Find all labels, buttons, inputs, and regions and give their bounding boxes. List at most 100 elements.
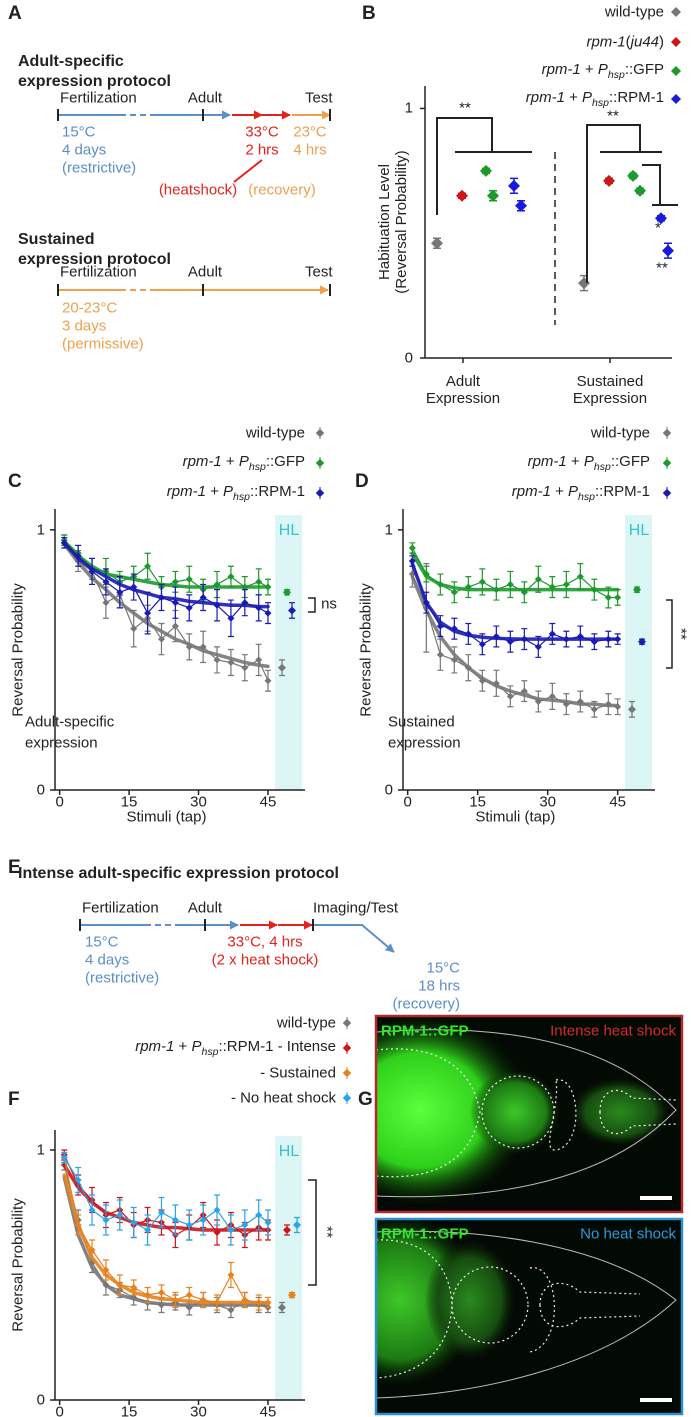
legend-marker [342, 1092, 352, 1104]
panel-letter: D [355, 471, 369, 493]
fit-curve [410, 561, 620, 641]
data-point [478, 578, 486, 586]
y-tick-label: 0 [384, 781, 393, 799]
data-point [534, 575, 542, 583]
y-axis-label: Reversal Probability [9, 582, 27, 717]
data-point [185, 575, 193, 583]
y-tick-label: 1 [36, 521, 45, 539]
fit-curve [410, 551, 620, 592]
legend-label: rpm-1 + Phsp::GFP [182, 452, 305, 473]
data-point [227, 573, 235, 581]
data-point [264, 609, 272, 617]
x-axis-label: Stimuli (tap) [475, 808, 556, 826]
data-point [130, 1284, 138, 1291]
fit-curve [62, 541, 270, 589]
legend-label: wild-type [604, 3, 664, 21]
hl-band [275, 1136, 302, 1400]
fit-curve [62, 1175, 270, 1307]
data-point [408, 557, 416, 565]
micrograph-border [374, 1014, 684, 1214]
hl-point [283, 588, 291, 597]
data-point [157, 635, 165, 643]
legend-label: rpm-1(ju44) [586, 33, 664, 51]
data-point [144, 562, 152, 570]
y-tick-label: 0 [36, 1391, 45, 1409]
dot [634, 184, 646, 197]
legend-marker [662, 457, 672, 469]
legend-marker [342, 1042, 352, 1054]
fit-curve [62, 1163, 270, 1232]
data-point [102, 578, 110, 586]
data-line [63, 1164, 269, 1311]
protocol-note: 33°C [245, 123, 279, 141]
legend-label: - No heat shock [230, 1089, 336, 1107]
dot [515, 199, 527, 212]
data-point [157, 1289, 165, 1296]
data-point [590, 705, 598, 713]
legend-marker [342, 1017, 352, 1029]
data-point [130, 1219, 138, 1226]
data-point [436, 651, 444, 659]
protocol-note: (recovery) [248, 181, 316, 199]
hl-point [293, 1221, 301, 1229]
data-point [60, 1154, 68, 1161]
protocol-note: 4 days [62, 141, 107, 159]
protocol-note: 2 hrs [245, 141, 279, 159]
panel-letter: A [8, 3, 22, 25]
panel-letter: E [8, 857, 21, 879]
data-point [213, 656, 221, 664]
protocol-note: (2 x heat shock) [211, 951, 319, 969]
chart-note: Sustained [388, 713, 455, 731]
data-point [185, 1221, 193, 1229]
stage-label: Adult [187, 89, 223, 107]
x-tick-label: Adult Expression [425, 372, 501, 407]
significance: ** [672, 628, 690, 640]
stage-label: Adult [187, 899, 223, 917]
hl-point [278, 663, 286, 672]
y-axis-label: Reversal Probability [9, 1198, 27, 1332]
data-line [63, 539, 269, 681]
data-point [264, 1219, 272, 1226]
dot [578, 277, 590, 290]
chart-note: expression [25, 734, 98, 752]
fit-curve [62, 541, 270, 609]
y-tick-label: 0 [36, 781, 45, 799]
data-line [63, 542, 269, 620]
data-point [506, 692, 514, 700]
panel-letter: B [362, 3, 376, 25]
stage-label: Test [305, 263, 333, 281]
legend-label: rpm-1 + Phsp::RPM-1 [525, 88, 664, 109]
data-point [264, 677, 272, 685]
data-point [88, 1206, 96, 1214]
data-point [255, 578, 263, 586]
data-point [116, 1211, 124, 1219]
data-point [185, 604, 193, 612]
x-tick-label: 45 [609, 793, 626, 811]
data-line [63, 1157, 268, 1304]
data-point [171, 599, 179, 607]
data-point [116, 588, 124, 596]
protocol-note: 15°C [426, 959, 460, 977]
significance: ** [459, 99, 471, 117]
data-point [478, 640, 486, 648]
significance: ** [607, 107, 619, 125]
protocol-title: expression protocol [18, 250, 171, 268]
micrograph-condition: Intense heat shock [550, 1022, 676, 1040]
data-point [102, 599, 110, 607]
x-tick-label: 30 [539, 793, 556, 811]
legend-marker [315, 457, 325, 469]
legend-label: rpm-1 + Phsp::GFP [541, 60, 664, 81]
x-axis-label: Stimuli (tap) [126, 808, 207, 826]
dot [627, 169, 639, 182]
data-point [408, 544, 416, 552]
legend-marker [315, 487, 325, 499]
legend-label: wild-type [245, 424, 305, 442]
dot [603, 174, 615, 187]
micrograph-label: RPM-1::GFP [381, 1022, 469, 1040]
stage-label: Adult [187, 263, 223, 281]
hl-label: HL [278, 1142, 300, 1160]
protocol-note: 4 days [85, 951, 130, 969]
legend-marker [342, 1067, 352, 1079]
data-point [130, 625, 138, 633]
